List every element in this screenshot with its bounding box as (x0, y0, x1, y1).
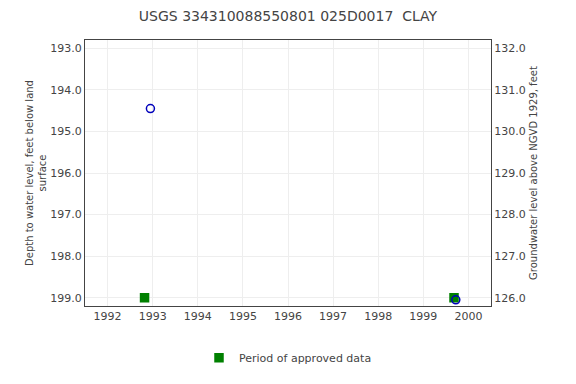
svg-text:1992: 1992 (94, 310, 122, 323)
svg-text:1993: 1993 (139, 310, 167, 323)
svg-text:132.0: 132.0 (494, 42, 526, 55)
svg-text:130.0: 130.0 (494, 125, 526, 138)
svg-text:128.0: 128.0 (494, 208, 526, 221)
svg-text:129.0: 129.0 (494, 167, 526, 180)
svg-text:Period of approved data: Period of approved data (239, 352, 371, 365)
svg-text:1994: 1994 (184, 310, 212, 323)
svg-text:1996: 1996 (274, 310, 302, 323)
svg-text:194.0: 194.0 (50, 84, 82, 97)
svg-text:196.0: 196.0 (50, 167, 82, 180)
svg-text:127.0: 127.0 (494, 250, 526, 263)
svg-text:1998: 1998 (364, 310, 392, 323)
svg-text:199.0: 199.0 (50, 292, 82, 305)
svg-text:Depth to water level, feet bel: Depth to water level, feet below landsur… (24, 80, 48, 266)
svg-text:1999: 1999 (409, 310, 437, 323)
svg-text:Groundwater level above NGVD 1: Groundwater level above NGVD 1929, feet (528, 66, 539, 280)
svg-text:1997: 1997 (319, 310, 347, 323)
svg-text:198.0: 198.0 (50, 250, 82, 263)
svg-text:195.0: 195.0 (50, 125, 82, 138)
svg-text:1995: 1995 (229, 310, 257, 323)
svg-text:197.0: 197.0 (50, 208, 82, 221)
svg-text:131.0: 131.0 (494, 84, 526, 97)
svg-text:193.0: 193.0 (50, 42, 82, 55)
svg-text:2000: 2000 (454, 310, 482, 323)
svg-text:USGS 334310088550801 025D0017: USGS 334310088550801 025D0017 CLAY (139, 8, 438, 24)
svg-text:126.0: 126.0 (494, 292, 526, 305)
